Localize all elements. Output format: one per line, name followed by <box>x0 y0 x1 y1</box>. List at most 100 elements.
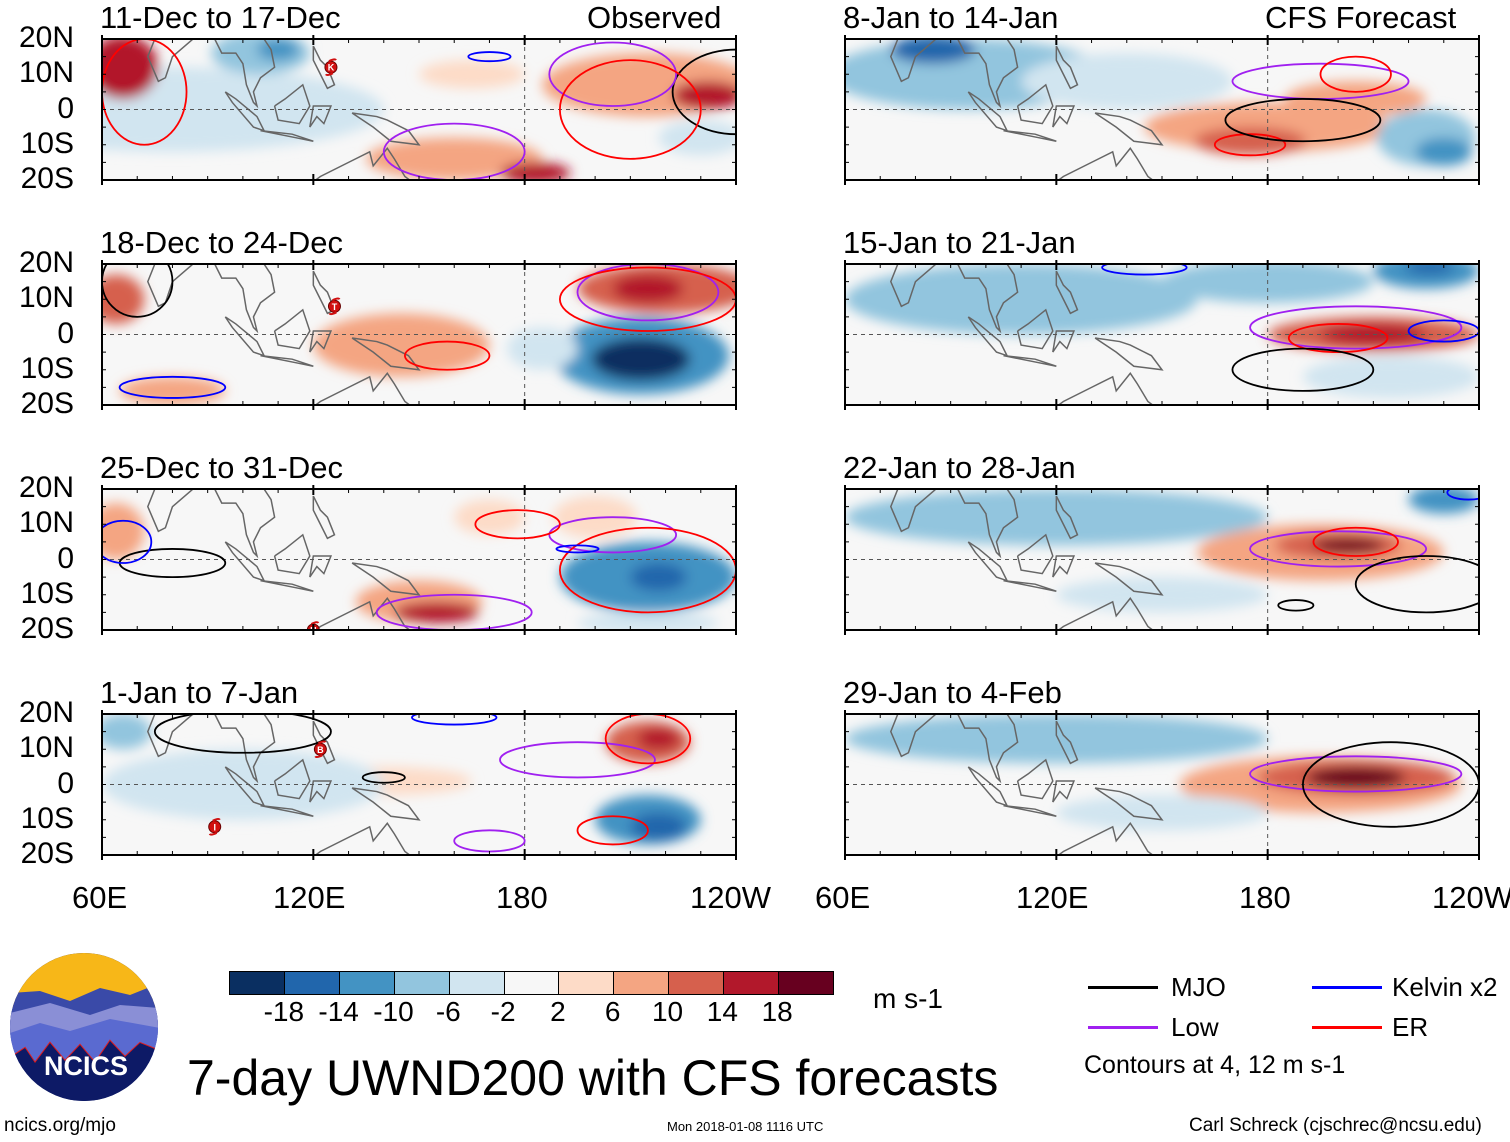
wind-anomaly-region <box>890 39 976 64</box>
lon-label-60e-right: 60E <box>815 880 871 915</box>
contour-er <box>1213 133 1287 157</box>
coastline <box>1057 597 1154 630</box>
contour-kelvin <box>411 714 498 726</box>
wind-anomaly-region <box>1021 53 1233 110</box>
map-panel: BI <box>101 710 737 860</box>
wind-anomaly-region <box>500 162 571 180</box>
site-link[interactable]: ncics.org/mjo <box>4 1115 116 1136</box>
lat-label: 20S <box>20 162 74 195</box>
coastline <box>889 39 938 83</box>
colorbar-label: 6 <box>604 996 621 1027</box>
svg-text:K: K <box>328 63 335 73</box>
legend-line-low <box>1088 1026 1158 1029</box>
colorbar-swatch <box>338 972 394 994</box>
colorbar-label: -14 <box>318 996 359 1027</box>
coastline <box>312 495 336 540</box>
lat-label: 10S <box>20 126 74 160</box>
lat-label: 20N <box>18 21 74 54</box>
contour-low <box>548 516 678 554</box>
panel-title: 25-Dec to 31-Dec <box>100 450 343 485</box>
coastline <box>1094 112 1164 146</box>
lon-label-120e-left: 120E <box>273 880 346 915</box>
ncics-logo: NCICS <box>10 953 158 1101</box>
coastline <box>314 597 411 630</box>
wind-anomaly-region <box>1415 137 1472 166</box>
wind-anomaly-region <box>102 749 384 820</box>
svg-text:B: B <box>317 745 324 755</box>
colorbar-swatch <box>723 972 779 994</box>
contour-mjo <box>1224 98 1382 143</box>
coastline <box>1016 758 1054 800</box>
coastline <box>1055 720 1079 765</box>
wind-anomaly-region <box>845 489 1268 546</box>
colorbar-label: 14 <box>706 996 738 1027</box>
map-panel <box>844 35 1480 185</box>
colorbar-swatch <box>613 972 669 994</box>
lon-label-120w-left: 120W <box>690 880 771 915</box>
coastline <box>1094 787 1164 821</box>
svg-text:T: T <box>332 302 338 312</box>
map-panel: H <box>101 485 737 635</box>
colorbar-label: -10 <box>373 996 414 1027</box>
coastline <box>889 264 938 308</box>
coastline <box>1057 147 1154 180</box>
tropical-cyclone-icon: K <box>324 58 338 76</box>
coastline <box>314 372 411 405</box>
contour-er <box>1312 526 1399 557</box>
lat-label: 0 <box>57 541 74 575</box>
legend-label-low: Low <box>1171 1012 1219 1042</box>
coastline <box>260 354 314 367</box>
coastline <box>1003 804 1057 817</box>
coastline <box>312 720 336 765</box>
coastline <box>214 39 276 109</box>
lat-label: 0 <box>57 766 74 800</box>
coastline <box>273 83 311 125</box>
colorbar-label: 2 <box>550 996 566 1027</box>
panel-title: 18-Dec to 24-Dec <box>100 225 343 260</box>
map-panel: T <box>101 260 737 410</box>
coastline <box>214 489 276 559</box>
wind-anomaly-region <box>612 274 684 303</box>
colorbar-label: 18 <box>761 996 793 1027</box>
panel-title: 8-Jan to 14-Jan <box>843 0 1059 35</box>
lon-label-60e-left: 60E <box>72 880 128 915</box>
coastline <box>314 147 411 180</box>
wind-anomaly-region <box>591 338 691 381</box>
colorbar-label: -2 <box>490 996 516 1027</box>
coastline <box>1094 337 1164 371</box>
lat-label: 10S <box>20 351 74 385</box>
coastline <box>351 337 421 371</box>
contour-er <box>576 815 649 846</box>
contour-low <box>576 264 720 322</box>
coastline <box>351 787 421 821</box>
legend-line-er <box>1312 1026 1382 1029</box>
coastline <box>1016 83 1054 125</box>
map-panel <box>844 485 1480 635</box>
wind-anomaly-region <box>313 313 490 377</box>
contour-er <box>604 714 692 765</box>
contour-note: Contours at 4, 12 m s-1 <box>1084 1051 1346 1079</box>
coastline <box>1055 45 1079 90</box>
lat-label: 10S <box>20 801 74 835</box>
coastline <box>351 562 421 596</box>
wind-anomaly-region <box>102 274 145 324</box>
contour-kelvin <box>102 519 153 564</box>
contour-kelvin <box>467 51 512 63</box>
panel-title: 15-Jan to 21-Jan <box>843 225 1076 260</box>
coastline <box>1057 372 1154 405</box>
coastline <box>1057 822 1154 855</box>
coastline <box>314 822 411 855</box>
coastline <box>1016 533 1054 575</box>
contour-low <box>499 741 656 779</box>
colorbar-swatch <box>778 972 833 994</box>
coastline <box>889 489 938 533</box>
legend-label-er: ER <box>1392 1012 1429 1042</box>
map-panel <box>844 260 1480 410</box>
coastline <box>1003 129 1057 142</box>
colorbar-swatch <box>668 972 724 994</box>
contour-mjo <box>153 714 332 754</box>
lat-label: 10N <box>18 281 74 315</box>
wind-anomaly-region <box>1193 127 1307 156</box>
coastline <box>214 264 276 334</box>
contour-mjo <box>102 264 174 318</box>
